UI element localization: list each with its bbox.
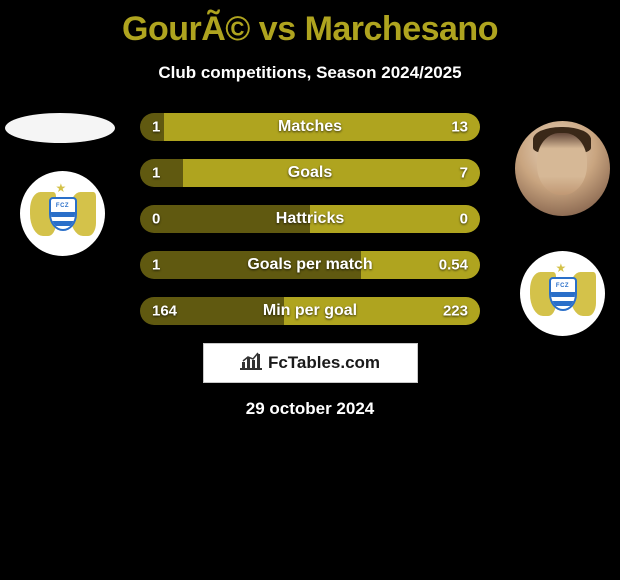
watermark-label: FcTables.com bbox=[268, 353, 380, 373]
stat-label: Goals bbox=[288, 164, 332, 182]
date-label: 29 october 2024 bbox=[0, 399, 620, 419]
chart-icon bbox=[240, 352, 262, 375]
watermark-box[interactable]: FcTables.com bbox=[203, 343, 418, 383]
comparison-panel: ★ FCZ ★ FCZ 1 Matches bbox=[0, 113, 620, 419]
player-left-avatar bbox=[5, 113, 115, 143]
stat-right-value: 223 bbox=[443, 303, 468, 320]
stat-left-value: 1 bbox=[152, 119, 160, 136]
stat-label: Goals per match bbox=[247, 256, 372, 274]
player-right-avatar bbox=[515, 121, 610, 216]
stat-label: Min per goal bbox=[263, 302, 357, 320]
stat-left-value: 0 bbox=[152, 211, 160, 228]
bar-left-segment bbox=[140, 159, 183, 187]
stat-label: Matches bbox=[278, 118, 342, 136]
stat-row: 0 Hattricks 0 bbox=[140, 205, 480, 233]
stat-right-value: 13 bbox=[451, 119, 468, 136]
stat-row: 164 Min per goal 223 bbox=[140, 297, 480, 325]
stat-left-value: 1 bbox=[152, 257, 160, 274]
stat-right-value: 0.54 bbox=[439, 257, 468, 274]
subtitle: Club competitions, Season 2024/2025 bbox=[0, 63, 620, 83]
stat-row: 1 Goals per match 0.54 bbox=[140, 251, 480, 279]
stat-left-value: 1 bbox=[152, 165, 160, 182]
stat-left-value: 164 bbox=[152, 303, 177, 320]
stats-bars: 1 Matches 13 1 Goals 7 0 Hattricks 0 1 G… bbox=[140, 113, 480, 325]
stat-label: Hattricks bbox=[276, 210, 344, 228]
club-badge-left: ★ FCZ bbox=[20, 171, 105, 256]
club-badge-right: ★ FCZ bbox=[520, 251, 605, 336]
stat-right-value: 7 bbox=[460, 165, 468, 182]
page-title: GourÃ© vs Marchesano bbox=[0, 0, 620, 49]
stat-right-value: 0 bbox=[460, 211, 468, 228]
stat-row: 1 Goals 7 bbox=[140, 159, 480, 187]
stat-row: 1 Matches 13 bbox=[140, 113, 480, 141]
